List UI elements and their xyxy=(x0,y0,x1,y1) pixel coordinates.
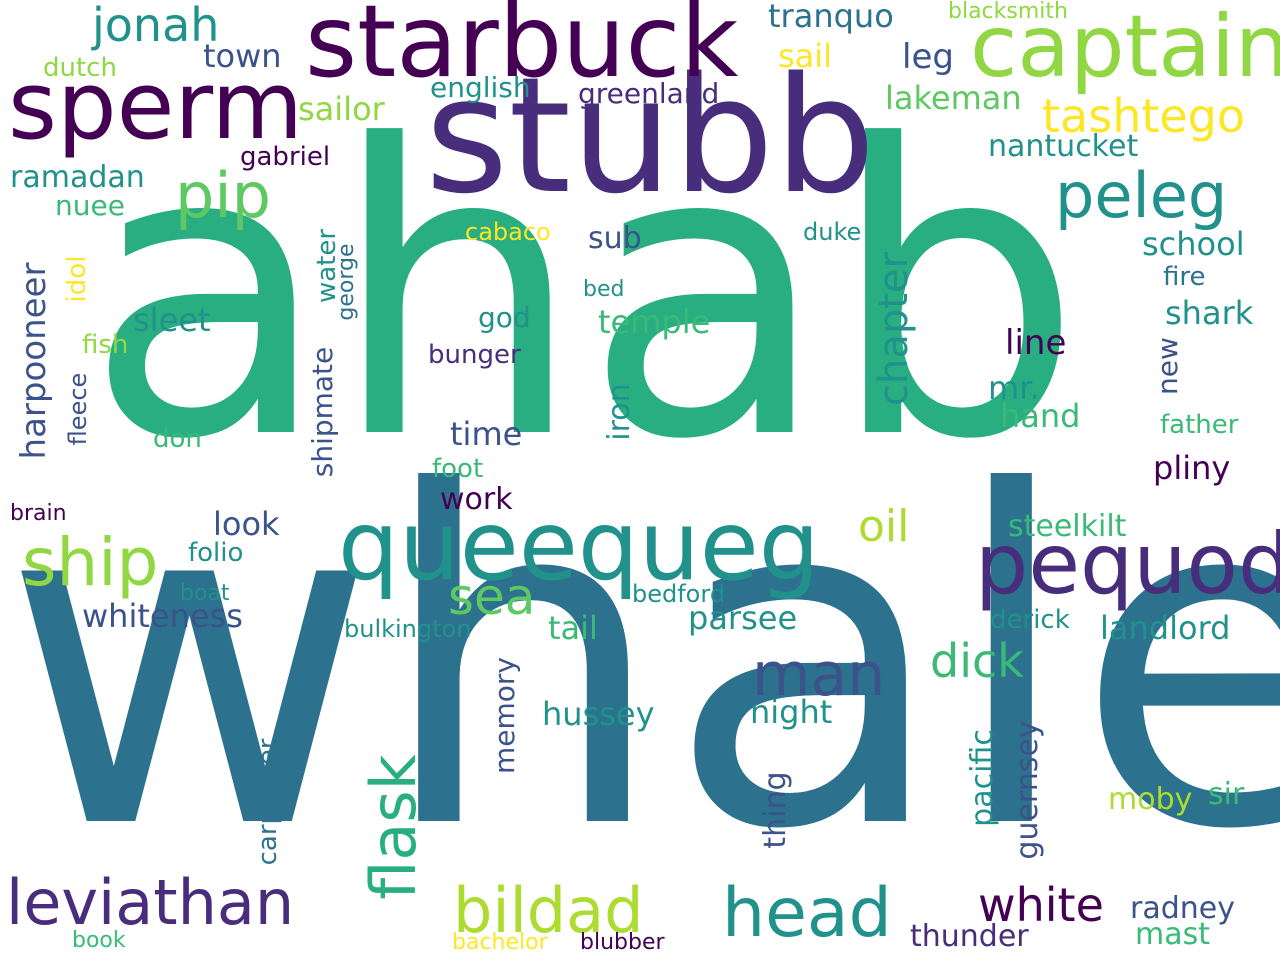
word-work: work xyxy=(440,482,513,517)
word-mast: mast xyxy=(1135,917,1210,952)
word-sleet: sleet xyxy=(133,301,211,339)
word-pip: pip xyxy=(175,159,271,232)
word-greenland: greenland xyxy=(578,77,720,110)
word-carpenter: carpenter xyxy=(253,738,283,866)
word-derick: derick xyxy=(990,605,1070,635)
word-harpooneer: harpooneer xyxy=(14,262,54,460)
word-tail: tail xyxy=(548,609,598,647)
word-pliny: pliny xyxy=(1153,449,1231,487)
word-bildad: bildad xyxy=(453,874,644,947)
word-ramadan: ramadan xyxy=(10,160,145,195)
word-sperm: sperm xyxy=(8,52,304,161)
word-sea: sea xyxy=(448,568,536,626)
word-boat: boat xyxy=(180,581,230,606)
word-whiteness: whiteness xyxy=(82,597,243,635)
word-starbuck: starbuck xyxy=(305,0,739,100)
word-god: god xyxy=(478,301,531,334)
word-line: line xyxy=(1005,323,1067,363)
word-hand: hand xyxy=(1000,397,1081,435)
word-iron: iron xyxy=(602,383,637,441)
word-idol: idol xyxy=(62,255,92,303)
word-look: look xyxy=(213,505,280,543)
word-new: new xyxy=(1151,337,1184,395)
word-ahab: ahab xyxy=(85,62,1083,527)
word-blubber: blubber xyxy=(580,930,665,955)
word-gabriel: gabriel xyxy=(240,142,331,172)
word-thing: thing xyxy=(758,771,793,849)
word-lakeman: lakeman xyxy=(885,79,1022,117)
word-bunger: bunger xyxy=(428,340,521,370)
word-captain: captain xyxy=(970,0,1280,97)
word-mr: mr. xyxy=(988,369,1040,407)
word-man: man xyxy=(752,640,886,710)
word-don: don xyxy=(153,424,202,454)
word-father: father xyxy=(1160,410,1239,440)
word-ship: ship xyxy=(22,524,159,601)
word-oil: oil xyxy=(858,501,910,552)
word-head: head xyxy=(722,874,892,953)
word-school: school xyxy=(1142,225,1245,263)
word-fire: fire xyxy=(1163,262,1206,292)
word-bachelor: bachelor xyxy=(452,930,548,955)
word-duke: duke xyxy=(803,218,862,246)
word-leviathan: leviathan xyxy=(6,866,295,939)
word-blacksmith: blacksmith xyxy=(948,0,1068,24)
word-radney: radney xyxy=(1130,891,1235,926)
word-brain: brain xyxy=(10,501,67,526)
word-fleece: fleece xyxy=(64,372,92,446)
word-cabaco: cabaco xyxy=(465,218,551,246)
word-shark: shark xyxy=(1165,294,1254,332)
word-landlord: landlord xyxy=(1100,609,1231,647)
word-stubb: stubb xyxy=(425,42,876,229)
word-dutch: dutch xyxy=(43,53,117,83)
word-sub: sub xyxy=(588,221,642,256)
word-time: time xyxy=(450,415,523,453)
word-parsee: parsee xyxy=(688,599,798,637)
word-pequod: pequod xyxy=(975,515,1280,613)
word-sir: sir xyxy=(1208,777,1245,812)
word-memory: memory xyxy=(488,657,521,774)
word-foot: foot xyxy=(432,454,484,484)
word-book: book xyxy=(72,928,126,953)
word-sailor: sailor xyxy=(298,90,385,128)
word-chapter: chapter xyxy=(871,252,917,406)
word-peleg: peleg xyxy=(1055,159,1228,232)
word-tranquo: tranquo xyxy=(768,0,894,35)
word-temple: temple xyxy=(598,303,711,341)
word-bedford: bedford xyxy=(632,580,726,608)
word-flask: flask xyxy=(357,754,430,900)
word-steelkilt: steelkilt xyxy=(1008,509,1127,544)
word-hussey: hussey xyxy=(542,695,655,733)
word-bulkington: bulkington xyxy=(344,615,472,643)
word-nuee: nuee xyxy=(55,189,125,222)
word-shipmate: shipmate xyxy=(306,346,339,478)
word-moby: moby xyxy=(1108,782,1193,817)
word-tashtego: tashtego xyxy=(1042,89,1246,143)
word-george: george xyxy=(334,243,359,321)
word-guernsey: guernsey xyxy=(1010,720,1045,860)
word-dick: dick xyxy=(930,634,1024,688)
word-whale: whale xyxy=(2,397,1280,930)
word-white: white xyxy=(978,878,1104,932)
word-bed: bed xyxy=(583,277,625,302)
word-town: town xyxy=(203,37,282,75)
word-pacific: pacific xyxy=(965,729,1000,827)
word-jonah: jonah xyxy=(92,0,220,52)
word-folio: folio xyxy=(188,538,244,568)
word-english: english xyxy=(430,71,531,104)
word-fish: fish xyxy=(82,330,129,360)
word-leg: leg xyxy=(902,37,954,77)
word-nantucket: nantucket xyxy=(988,129,1139,164)
word-night: night xyxy=(750,693,833,731)
word-thunder: thunder xyxy=(910,919,1029,954)
word-sail: sail xyxy=(778,37,833,75)
word-queequeg: queequeg xyxy=(338,490,820,602)
